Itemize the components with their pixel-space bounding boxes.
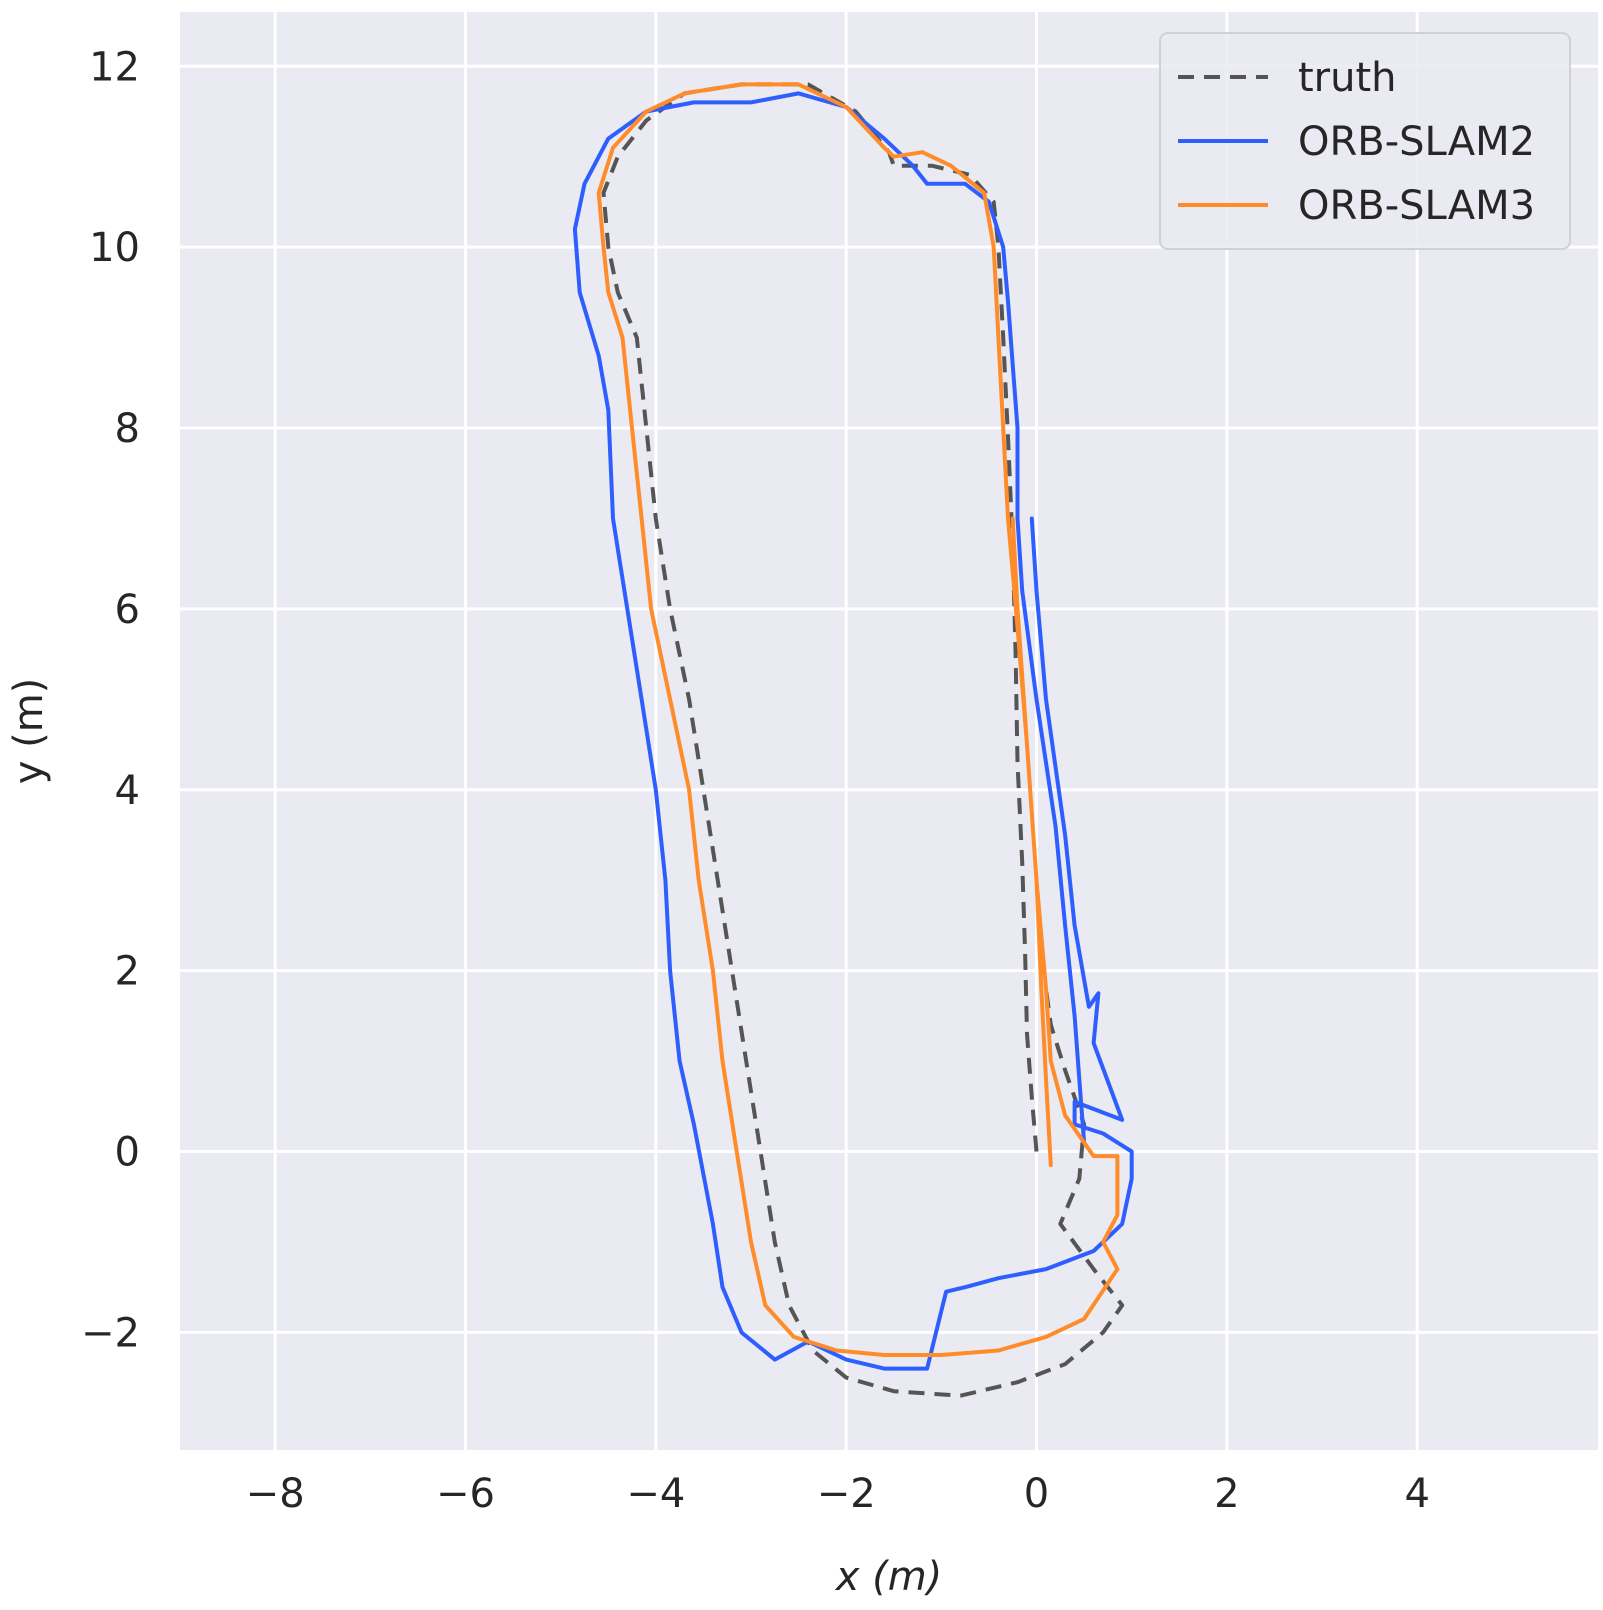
legend-label: ORB-SLAM2 [1298, 119, 1535, 165]
legend: truth ORB-SLAM2 ORB-SLAM3 [1159, 32, 1571, 250]
x-tick-label: −4 [626, 1471, 685, 1517]
x-axis-label: x (m) [834, 1554, 943, 1600]
y-axis-label: y (m) [6, 678, 52, 785]
x-tick-label: 2 [1214, 1471, 1239, 1517]
x-tick-label: 4 [1404, 1471, 1429, 1517]
y-tick-label: −2 [81, 1310, 140, 1356]
legend-box [1159, 32, 1571, 250]
x-tick-label: 0 [1024, 1471, 1049, 1517]
grid [180, 12, 1598, 1450]
series-line-orb-slam2 [572, 91, 1134, 1371]
y-tick-label: 2 [115, 949, 140, 995]
series-line-orb-slam3 [596, 82, 1120, 1357]
legend-label: ORB-SLAM3 [1298, 183, 1535, 229]
plot-area [180, 12, 1598, 1450]
legend-label: truth [1298, 55, 1397, 101]
x-tick-label: −8 [246, 1471, 305, 1517]
y-tick-label: 12 [89, 44, 140, 90]
y-tick-label: 0 [115, 1130, 140, 1176]
series-group [572, 82, 1134, 1398]
x-tick-label: −2 [817, 1471, 876, 1517]
y-tick-label: 6 [115, 587, 140, 633]
x-tick-label: −6 [436, 1471, 495, 1517]
y-tick-label: 4 [115, 768, 140, 814]
y-tick-label: 10 [89, 225, 140, 271]
y-tick-label: 8 [115, 406, 140, 452]
series-line-truth [601, 82, 1125, 1398]
tick-labels: −8 −6 −4 −2 0 2 4 −2 0 2 4 6 8 10 12 [81, 44, 1430, 1517]
